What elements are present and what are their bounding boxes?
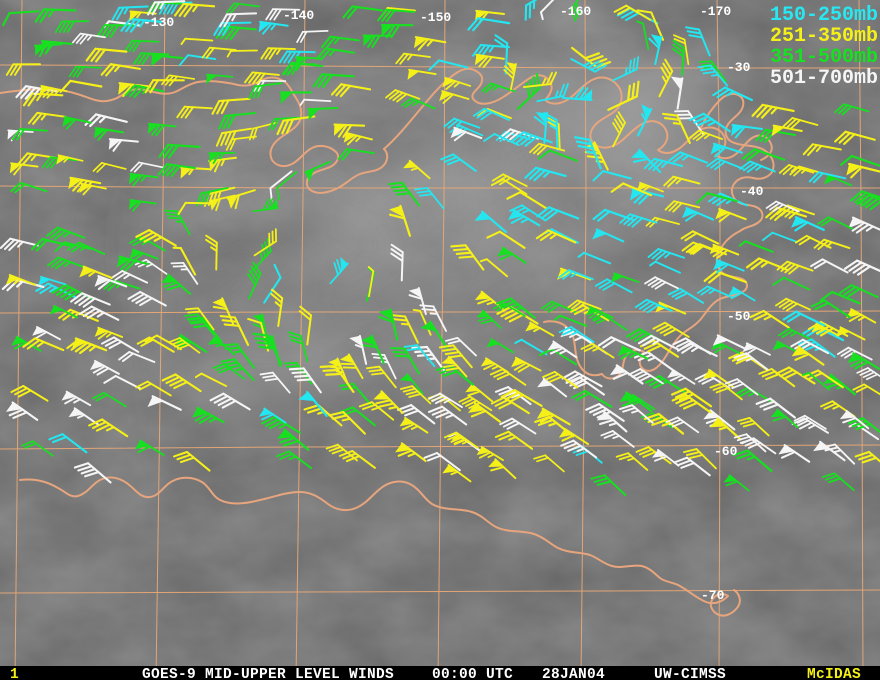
svg-text:150-250mb: 150-250mb — [770, 4, 878, 27]
svg-text:McIDAS: McIDAS — [807, 667, 861, 680]
svg-text:00:00 UTC: 00:00 UTC — [432, 667, 513, 680]
svg-text:-170: -170 — [700, 4, 731, 19]
svg-text:UW-CIMSS: UW-CIMSS — [654, 667, 726, 680]
svg-text:251-350mb: 251-350mb — [770, 25, 878, 48]
svg-text:28JAN04: 28JAN04 — [542, 667, 605, 680]
svg-text:-150: -150 — [420, 10, 451, 25]
svg-text:-40: -40 — [740, 184, 764, 199]
svg-text:-60: -60 — [714, 444, 738, 459]
svg-text:-30: -30 — [727, 60, 751, 75]
svg-text:351-500mb: 351-500mb — [770, 46, 878, 69]
svg-text:-70: -70 — [701, 588, 725, 603]
svg-text:-50: -50 — [727, 309, 751, 324]
svg-text:-160: -160 — [560, 4, 591, 19]
svg-text:GOES-9 MID-UPPER LEVEL WINDS: GOES-9 MID-UPPER LEVEL WINDS — [142, 667, 394, 680]
svg-text:-140: -140 — [283, 8, 314, 23]
svg-text:-130: -130 — [143, 15, 174, 30]
svg-text:501-700mb: 501-700mb — [770, 67, 878, 90]
svg-text:1: 1 — [10, 667, 19, 680]
